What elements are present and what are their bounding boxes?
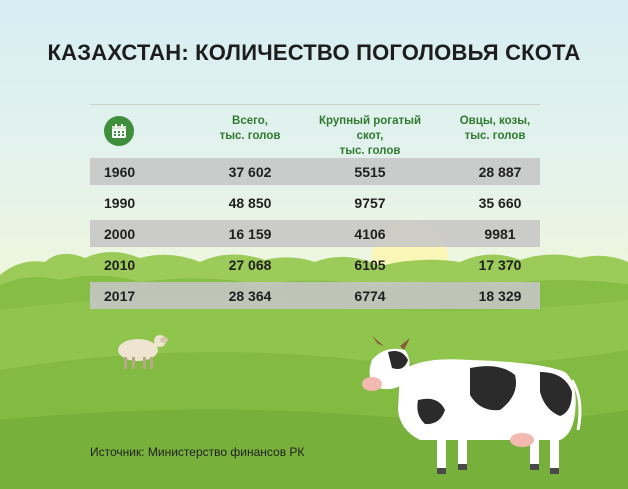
source-note: Источник: Министерство финансов РК — [90, 445, 305, 459]
cattle-cell: 6105 — [354, 257, 386, 273]
year-cell: 2017 — [104, 288, 136, 304]
column-header-cattle: Крупный рогатый скот, тыс. голов — [318, 115, 422, 157]
column-header-total: Всего, тыс. голов — [219, 115, 281, 142]
sheep-cell: 17 370 — [478, 257, 522, 273]
table-row: 2017 28 364 6774 18 329 — [90, 282, 540, 309]
sheep-cell: 18 329 — [478, 288, 522, 304]
total-cell: 16 159 — [228, 226, 272, 242]
cattle-cell: 9757 — [354, 195, 386, 211]
header-divider — [90, 104, 540, 105]
table-row: 2000 16 159 4106 9981 — [90, 220, 540, 247]
table-row: 1960 37 602 5515 28 887 — [90, 158, 540, 185]
sheep-cell: 9981 — [484, 226, 516, 242]
table-row: 2010 27 068 6105 17 370 — [90, 251, 540, 278]
year-cell: 2000 — [104, 226, 136, 242]
year-cell: 1960 — [104, 164, 136, 180]
cow-illustration — [362, 336, 582, 474]
livestock-table: Всего, тыс. голов Крупный рогатый скот, ты… — [90, 108, 540, 313]
column-header-sheep: Овцы, козы, тыс. голов — [459, 115, 531, 142]
cattle-cell: 6774 — [354, 288, 386, 304]
page-title: КАЗАХСТАН: КОЛИЧЕСТВО ПОГОЛОВЬЯ СКОТА — [47, 40, 581, 65]
table-header: Всего, тыс. голов Крупный рогатый скот, ты… — [90, 108, 540, 158]
total-cell: 27 068 — [228, 257, 272, 273]
cattle-cell: 5515 — [354, 164, 386, 180]
cattle-cell: 4106 — [354, 226, 386, 242]
sheep-cell: 28 887 — [478, 164, 522, 180]
sheep-cell: 35 660 — [478, 195, 522, 211]
calendar-icon — [104, 116, 134, 146]
sheep-illustration — [118, 335, 168, 369]
total-cell: 37 602 — [228, 164, 272, 180]
total-cell: 48 850 — [228, 195, 272, 211]
total-cell: 28 364 — [228, 288, 272, 304]
year-cell: 2010 — [104, 257, 136, 273]
year-cell: 1990 — [104, 195, 136, 211]
table-row: 1990 48 850 9757 35 660 — [90, 189, 540, 216]
